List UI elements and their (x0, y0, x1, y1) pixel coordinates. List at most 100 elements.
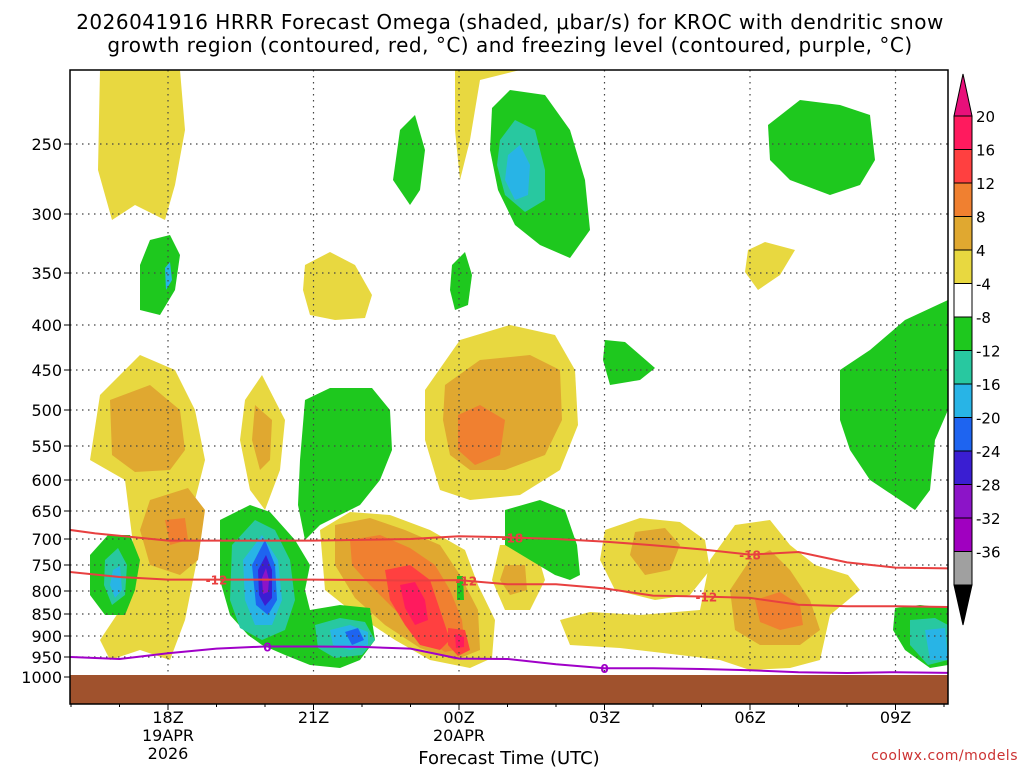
colorbar-label: -12 (976, 343, 1001, 361)
omega-region (500, 565, 527, 595)
colorbar-swatch (953, 216, 973, 251)
colorbar-swatch (953, 149, 973, 184)
colorbar-swatch (953, 484, 973, 519)
x-tick-label: 03Z (589, 708, 620, 727)
contour-line-freezing-level (70, 645, 948, 675)
omega-region (450, 252, 472, 310)
y-tick-label: 400 (31, 316, 62, 335)
colorbar-bottom-arrow (953, 584, 973, 626)
y-tick-label: 800 (31, 582, 62, 601)
colorbar: 20 16 12 8 4 -4 -8 -12 -16 -20 -24 -28 -32 -36 (953, 73, 1001, 626)
omega-region (165, 518, 188, 545)
grid-lines (70, 70, 948, 675)
colorbar-label: -28 (976, 477, 1001, 495)
contour-label: -12 (696, 591, 718, 605)
y-tick-label: 550 (31, 437, 62, 456)
omega-region (252, 405, 272, 470)
omega-region (298, 388, 392, 540)
x-tick-sublabel: 19APR (142, 726, 194, 745)
y-tick-label: 250 (31, 135, 62, 154)
contour-label: -18 (502, 531, 524, 545)
x-tick-label: 00Z (443, 708, 474, 727)
colorbar-swatch (953, 115, 973, 150)
omega-region (165, 262, 172, 290)
colorbar-label: 20 (976, 108, 995, 126)
omega-region (303, 252, 372, 320)
y-tick-label: 300 (31, 205, 62, 224)
omega-region (925, 628, 948, 660)
contour-line-dendritic-bottom (70, 571, 948, 608)
colorbar-label: -8 (976, 309, 991, 327)
omega-region (458, 405, 505, 465)
y-tick-label: 600 (31, 471, 62, 490)
chart-title-line-1: 2026041916 HRRR Forecast Omega (shaded, … (76, 10, 944, 34)
omega-region (840, 300, 948, 510)
y-tick-label: 900 (31, 627, 62, 646)
colorbar-label: -20 (976, 410, 1001, 428)
colorbar-top-arrow (953, 73, 973, 117)
omega-region (345, 628, 364, 645)
omega-region (630, 528, 680, 575)
y-tick-label: 950 (31, 648, 62, 667)
omega-region (140, 235, 180, 315)
contour-label: 0 (263, 641, 271, 655)
colorbar-label: -36 (976, 544, 1001, 562)
x-tick-label: 21Z (298, 708, 329, 727)
colorbar-label: -16 (976, 376, 1001, 394)
omega-region (745, 242, 795, 290)
omega-region (768, 100, 875, 195)
omega-region (505, 500, 580, 580)
x-tick-sublabel: 20APR (433, 726, 485, 745)
colorbar-swatch (953, 551, 973, 586)
y-tick-label: 850 (31, 605, 62, 624)
colorbar-label: -24 (976, 443, 1001, 461)
contour-label: -12 (455, 575, 477, 589)
omega-region (262, 568, 269, 594)
plot-frame (69, 69, 949, 705)
omega-region (457, 576, 464, 600)
colorbar-swatch (953, 182, 973, 217)
colorbar-label: 16 (976, 142, 995, 160)
colorbar-label: 8 (976, 209, 986, 227)
x-tick-label: 06Z (734, 708, 765, 727)
y-tick-label: 750 (31, 556, 62, 575)
y-tick-label: 700 (31, 530, 62, 549)
colorbar-swatch (953, 450, 973, 485)
omega-descent-extreme-regions (262, 568, 269, 594)
chart-title-line-2: growth region (contoured, red, °C) and f… (107, 33, 912, 57)
y-tick-label: 500 (31, 401, 62, 420)
temperature-contours: -18 -18 -12 -12 -12 0 0 (70, 528, 948, 676)
ground-surface (70, 675, 948, 704)
colorbar-swatch (953, 316, 973, 351)
x-tick-label: 09Z (880, 708, 911, 727)
colorbar-swatch (953, 350, 973, 385)
colorbar-swatch (953, 517, 973, 552)
colorbar-label: -4 (976, 276, 991, 294)
omega-region (393, 115, 425, 205)
y-axis: 250 300 350 400 450 500 550 600 650 700 750 800 850 9… (21, 135, 70, 687)
omega-region (400, 582, 428, 625)
omega-region (505, 145, 530, 200)
source-credit: coolwx.com/models (871, 748, 1018, 764)
contour-label: 0 (600, 662, 608, 676)
omega-region (110, 385, 185, 472)
colorbar-label: -32 (976, 510, 1001, 528)
colorbar-swatch (953, 283, 973, 318)
omega-region (603, 340, 655, 385)
colorbar-swatch (953, 417, 973, 452)
colorbar-label: 4 (976, 242, 986, 260)
x-tick-label: 18Z (152, 708, 183, 727)
colorbar-swatch (953, 249, 973, 284)
omega-region (110, 566, 122, 598)
y-tick-label: 450 (31, 361, 62, 380)
colorbar-swatch (953, 383, 973, 418)
omega-region (98, 70, 185, 220)
y-tick-label: 350 (31, 264, 62, 283)
y-tick-label: 650 (31, 502, 62, 521)
x-tick-sublabel: 2026 (148, 744, 189, 763)
contour-line-dendritic-top (70, 528, 948, 570)
omega-region (755, 592, 803, 630)
omega-region (455, 70, 520, 180)
